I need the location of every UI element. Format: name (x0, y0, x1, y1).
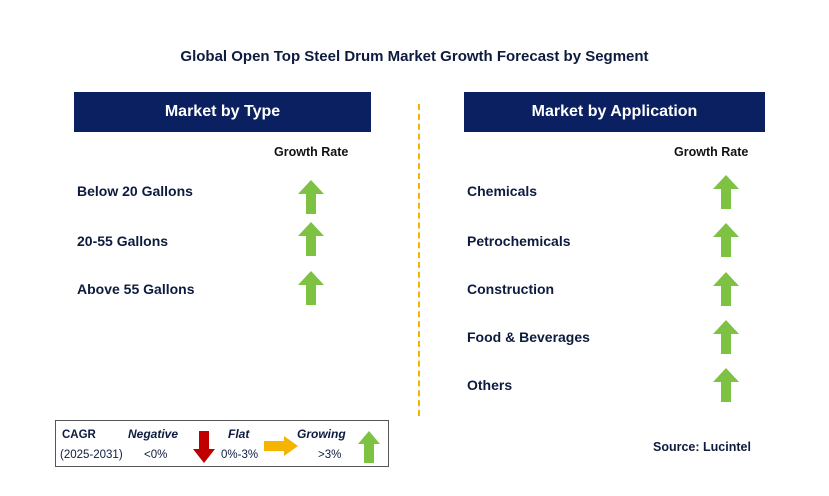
application-item-others: Others (467, 377, 513, 393)
legend-period: (2025-2031) (60, 449, 123, 461)
legend-negative-label: Negative (128, 427, 179, 441)
legend-growing-label: Growing (297, 427, 346, 441)
green-up-arrow-icon (298, 271, 324, 305)
green-up-arrow-icon (713, 175, 739, 209)
source-label: Source: Lucintel (653, 440, 751, 454)
legend-negative-value: <0% (144, 449, 168, 461)
application-panel-header-label: Market by Application (531, 103, 698, 120)
type-item-below-20: Below 20 Gallons (77, 183, 193, 199)
application-panel-header: Market by Application (464, 92, 765, 132)
panel-divider (418, 104, 420, 416)
legend-growing-value: >3% (318, 449, 342, 461)
green-up-arrow-icon (298, 222, 324, 256)
green-up-arrow-icon (713, 223, 739, 257)
type-panel-header: Market by Type (74, 92, 371, 132)
green-up-arrow-icon (713, 368, 739, 402)
legend-flat-value: 0%-3% (221, 449, 259, 461)
application-item-chemicals: Chemicals (467, 183, 538, 199)
type-item-above-55: Above 55 Gallons (77, 281, 195, 297)
type-item-20-55: 20-55 Gallons (77, 233, 169, 249)
chart-title: Global Open Top Steel Drum Market Growth… (180, 48, 649, 65)
application-item-petrochemicals: Petrochemicals (467, 233, 571, 249)
green-up-arrow-icon (713, 272, 739, 306)
type-growth-rate-label: Growth Rate (274, 145, 349, 159)
red-down-arrow-icon (193, 431, 215, 463)
application-item-food-beverages: Food & Beverages (467, 329, 590, 345)
green-up-arrow-icon (713, 320, 739, 354)
application-growth-rate-label: Growth Rate (674, 145, 749, 159)
green-up-arrow-icon (298, 180, 324, 214)
application-item-construction: Construction (467, 281, 555, 297)
cagr-legend: CAGR (2025-2031) Negative <0% Flat 0%-3%… (55, 420, 389, 467)
legend-cagr-label: CAGR (62, 429, 96, 441)
type-panel-header-label: Market by Type (164, 103, 281, 120)
yellow-right-arrow-icon (264, 436, 298, 456)
green-up-arrow-icon (358, 431, 380, 463)
legend-flat-label: Flat (228, 427, 250, 441)
